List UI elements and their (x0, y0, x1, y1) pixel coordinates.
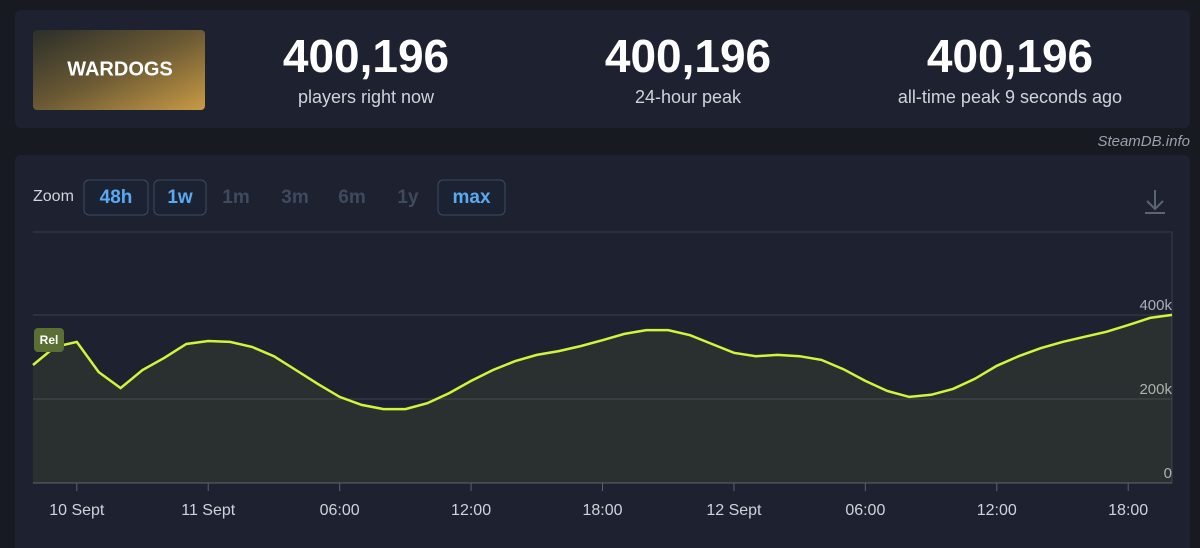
zoom-button[interactable] (83, 179, 149, 216)
zoom-option[interactable]: 48h (100, 187, 133, 208)
x-tick-label: 06:00 (845, 502, 885, 519)
game-image (33, 30, 205, 110)
area (33, 314, 1172, 483)
zoom-label: Zoom (33, 188, 74, 205)
zoom-option: 1y (397, 187, 419, 208)
x-tick-label: 11 Sept (181, 502, 236, 519)
game-logo: WARDOGS (67, 58, 173, 80)
chart-panel (15, 155, 1190, 548)
x-tick-label: 10 Sept (49, 502, 105, 519)
player-line (32, 313, 1173, 411)
stat-label: players right now (298, 87, 435, 107)
stat-value: 400,196 (605, 30, 771, 82)
y-tick-label: 0 (1164, 465, 1172, 482)
zoom-option[interactable]: max (452, 187, 490, 208)
annotation-badge (34, 328, 64, 352)
y-tick-label: 400k (1139, 297, 1172, 314)
zoom-button[interactable] (153, 179, 207, 216)
stat-value: 400,196 (283, 30, 449, 82)
stat-label: all-time peak 9 seconds ago (898, 87, 1122, 107)
x-tick-label: 12:00 (451, 502, 491, 519)
zoom-option[interactable]: 1w (167, 187, 193, 208)
zoom-button[interactable] (437, 179, 506, 216)
zoom-option: 3m (281, 187, 308, 208)
annotation: Rel (40, 333, 59, 347)
x-tick-label: 12:00 (977, 502, 1017, 519)
source: SteamDB.info (1097, 133, 1190, 150)
y-tick-label: 200k (1139, 381, 1172, 398)
zoom-option: 1m (222, 187, 249, 208)
stats-panel (15, 10, 1190, 128)
download-glyph (1145, 190, 1165, 214)
x-tick-label: 12 Sept (706, 502, 762, 519)
x-tick-label: 06:00 (320, 502, 360, 519)
download-icon[interactable] (1145, 190, 1165, 214)
stat-label: 24-hour peak (635, 87, 742, 107)
zoom-option: 6m (338, 187, 365, 208)
x-tick-label: 18:00 (1108, 502, 1148, 519)
stat-value: 400,196 (927, 30, 1093, 82)
x-tick-label: 18:00 (582, 502, 622, 519)
